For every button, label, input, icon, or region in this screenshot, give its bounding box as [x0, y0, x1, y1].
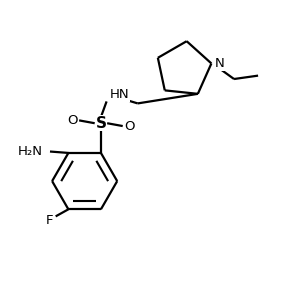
Text: N: N — [215, 57, 225, 70]
Text: S: S — [95, 116, 107, 131]
Text: F: F — [46, 214, 54, 227]
Text: H₂N: H₂N — [18, 145, 43, 158]
Text: O: O — [124, 119, 134, 132]
Text: HN: HN — [109, 88, 129, 101]
Text: O: O — [68, 114, 78, 127]
